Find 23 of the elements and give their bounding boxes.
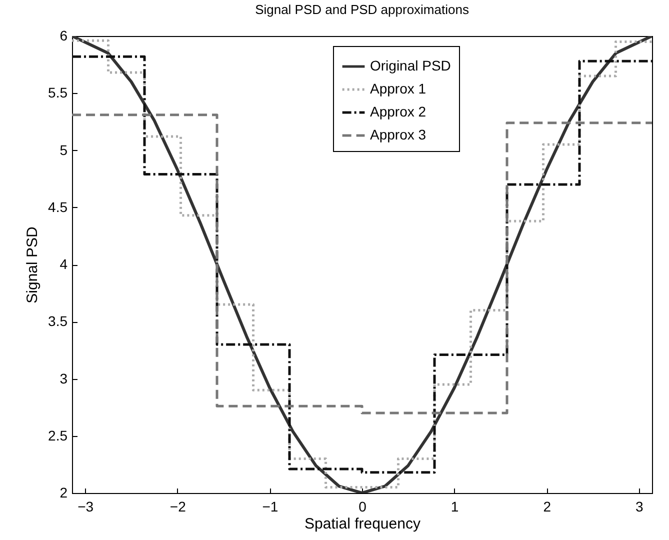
x-tick-label: 3: [636, 498, 644, 514]
y-tick-label: 2: [60, 484, 68, 500]
x-tick-label: −2: [170, 498, 186, 514]
x-tick-label: 1: [450, 498, 459, 514]
chart-title: Signal PSD and PSD approximations: [255, 2, 470, 17]
x-tick-label: −3: [78, 498, 94, 514]
y-axis-title: Signal PSD: [24, 226, 42, 304]
legend-label: Original PSD: [370, 58, 451, 74]
y-tick-label: 4.5: [48, 198, 68, 215]
x-tick-label: 0: [358, 498, 367, 514]
legend-label: Approx 2: [370, 104, 426, 120]
y-tick-label: 5.5: [48, 84, 68, 101]
legend-label: Approx 3: [370, 126, 426, 142]
legend-label: Approx 1: [370, 80, 426, 96]
x-axis-title: Spatial frequency: [304, 516, 421, 532]
y-tick-label: 3.5: [48, 313, 68, 330]
y-tick-label: 2.5: [48, 427, 68, 444]
y-tick-label: 6: [60, 28, 68, 44]
y-tick-label: 5: [60, 142, 68, 158]
x-tick-label: 2: [543, 498, 552, 514]
y-tick-label: 4: [60, 256, 68, 272]
y-tick-label: 3: [60, 370, 68, 386]
x-tick-label: −1: [262, 498, 278, 514]
